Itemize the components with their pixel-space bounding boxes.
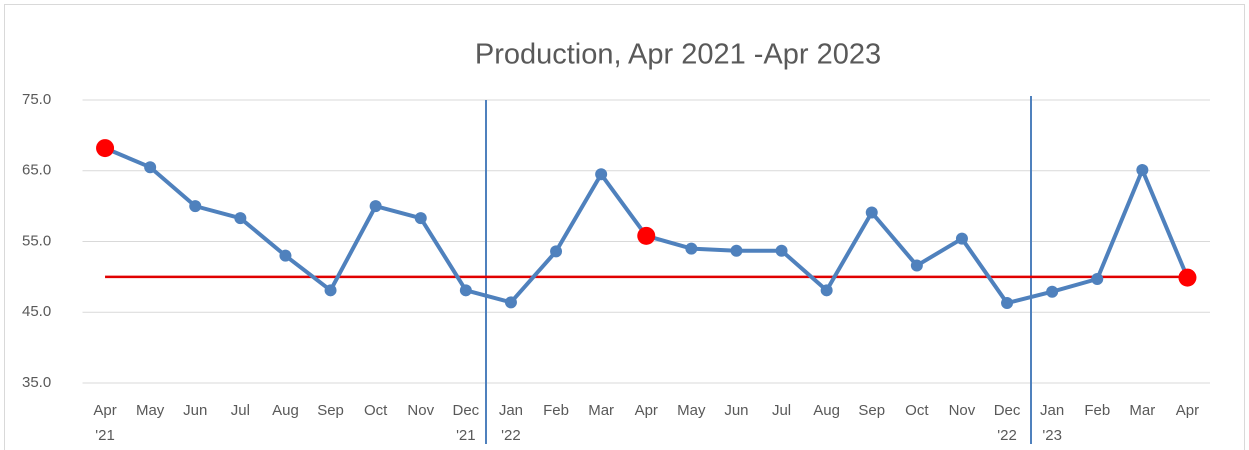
x-tick-label: Apr [1176,402,1199,419]
x-tick-label: Jan '23 [1040,402,1064,444]
x-tick-label: Dec '22 [994,402,1021,444]
x-tick-label: Jan '22 [499,402,523,444]
x-tick-label: Dec '21 [453,402,480,444]
x-tick-label: Jun [724,402,748,419]
x-tick-label: May [136,402,165,419]
y-tick-label: 75.0 [22,91,51,108]
x-tick-label: Feb [543,402,569,419]
marker [910,259,923,272]
y-tick-label: 35.0 [22,374,51,391]
marker [865,206,878,219]
marker [144,161,157,174]
marker [504,296,517,309]
x-tick-label: Feb [1084,402,1110,419]
marker [1136,164,1149,177]
highlight-marker [637,226,656,245]
highlight-marker [96,139,115,158]
x-tick-label: Mar [588,402,614,419]
chart-frame [4,4,1245,450]
marker [730,244,743,257]
marker [189,200,202,213]
marker [369,200,382,213]
marker [550,245,563,258]
y-tick-label: 65.0 [22,162,51,179]
chart-title: Production, Apr 2021 -Apr 2023 [475,39,881,71]
marker [820,284,833,297]
x-tick-label: Jul [772,402,791,419]
x-tick-label: Mar [1129,402,1155,419]
marker [414,212,427,225]
x-tick-label: Sep [858,402,885,419]
marker [1001,297,1014,310]
x-tick-label: Aug [272,402,299,419]
marker [324,284,337,297]
marker [775,244,788,257]
marker [1091,272,1104,285]
x-tick-label: Oct [905,402,929,419]
marker [955,232,968,245]
x-tick-label: Nov [949,402,976,419]
marker [234,212,247,225]
x-tick-label: Nov [407,402,434,419]
x-tick-label: Sep [317,402,344,419]
x-tick-label: May [677,402,706,419]
marker [595,168,608,181]
marker [1046,285,1059,298]
x-tick-label: Apr '21 [93,402,116,444]
marker [279,249,292,262]
highlight-marker [1178,268,1197,287]
x-tick-label: Oct [364,402,388,419]
marker [685,242,698,255]
y-tick-label: 45.0 [22,303,51,320]
y-tick-label: 55.0 [22,232,51,249]
x-tick-label: Aug [813,402,840,419]
x-tick-label: Jul [231,402,250,419]
marker [459,284,472,297]
x-tick-label: Jun [183,402,207,419]
x-tick-label: Apr [635,402,658,419]
